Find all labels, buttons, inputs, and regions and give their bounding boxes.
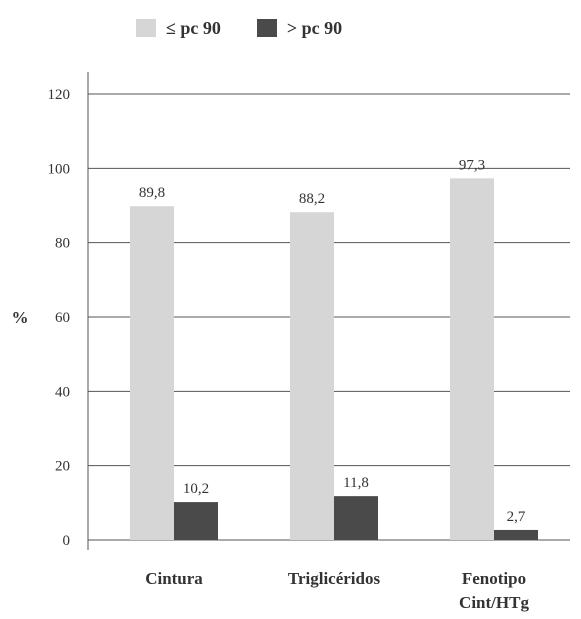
bar-gt-pc90 [494,529,538,540]
data-label: 89,8 [139,185,165,201]
y-tick-label: 100 [48,161,71,177]
data-label: 97,3 [459,157,485,173]
x-category-label: Triglicéridos [288,569,381,588]
y-tick-label: 60 [55,310,70,326]
legend: ≤ pc 90 > pc 90 [136,16,342,40]
data-label: 88,2 [299,191,325,207]
legend-label-gt-pc90: > pc 90 [286,17,343,38]
legend-item-le-pc90: ≤ pc 90 [136,18,221,39]
bar-le-pc90 [450,178,494,540]
data-label: 10,2 [183,481,209,497]
data-label: 2,7 [507,509,526,525]
legend-swatch-gt-pc90 [256,19,277,37]
x-category-label: Cintura [145,569,203,588]
x-category-label: Fenotipo [462,569,526,588]
legend-item-gt-pc90: > pc 90 [256,17,343,39]
bar-gt-pc90 [334,496,378,540]
y-tick-label: 0 [63,533,71,549]
x-category-label: Cint/HTg [459,593,529,612]
y-tick-label: 80 [55,236,70,252]
bar-gt-pc90 [174,502,218,540]
legend-swatch-le-pc90 [136,19,156,37]
legend-label-le-pc90: ≤ pc 90 [166,17,221,38]
bar-le-pc90 [130,206,174,540]
y-axis-label: % [12,308,29,327]
bar-le-pc90 [290,212,334,540]
y-tick-label: 20 [55,459,70,475]
data-label: 11,8 [343,475,369,491]
y-tick-label: 120 [48,87,71,103]
y-tick-label: 40 [55,384,70,400]
